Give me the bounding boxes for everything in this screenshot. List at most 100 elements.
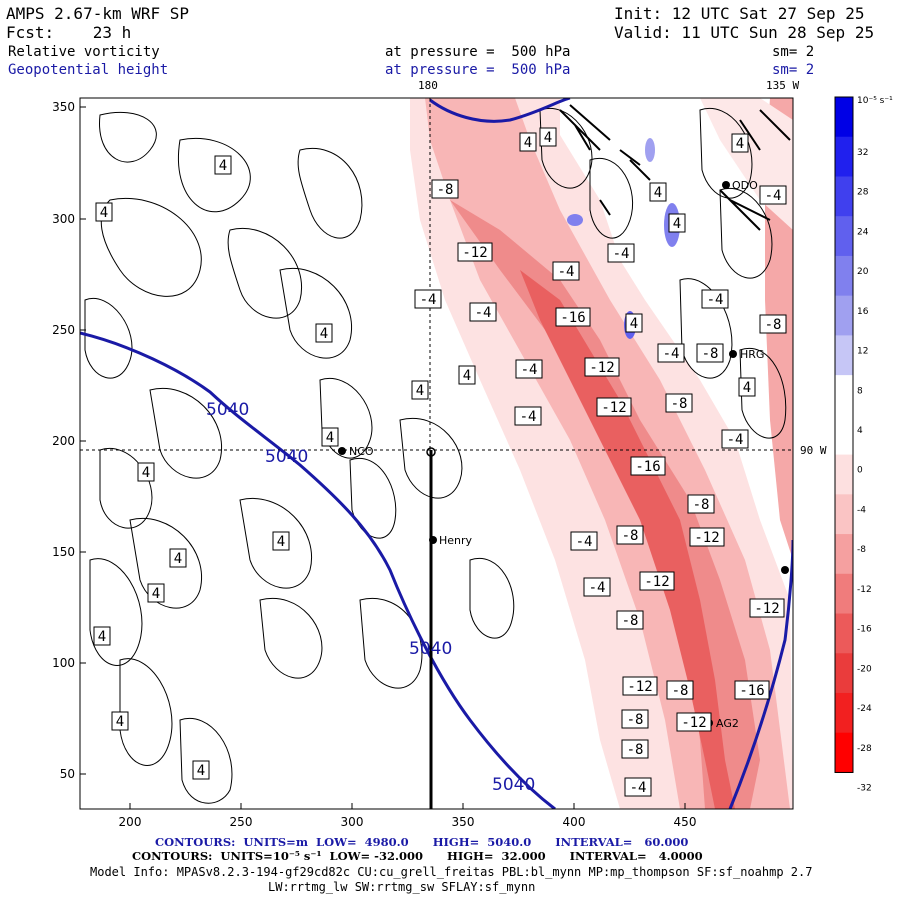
contour-label-box: 4 xyxy=(272,531,290,551)
svg-text:4: 4 xyxy=(463,368,471,384)
colorbar-segment xyxy=(835,653,853,694)
contour-label-box: -4 xyxy=(624,777,652,797)
contour-label-box: -4 xyxy=(514,406,542,426)
colorbar-label: 0 xyxy=(857,466,863,476)
contour-label-box: -16 xyxy=(555,307,591,327)
svg-text:4: 4 xyxy=(630,316,638,332)
contour-label-box: 4 xyxy=(321,427,339,447)
contour-label-box: -12 xyxy=(596,397,632,417)
contour-label-box: 4 xyxy=(458,365,476,385)
contour-label-box: -4 xyxy=(701,289,729,309)
colorbar-label: 12 xyxy=(857,347,868,357)
svg-text:-8: -8 xyxy=(627,712,644,728)
svg-text:4: 4 xyxy=(197,763,205,779)
colorbar-label: -12 xyxy=(857,585,872,595)
vorticity-labels: 4 4 4 4 4 4 4 4 4 4 4 4 4 4 4 4 4 4 4 4 … xyxy=(93,127,787,797)
colorbar-segment xyxy=(835,295,853,336)
svg-text:4: 4 xyxy=(219,158,227,174)
contour-label-box: -8 xyxy=(759,314,787,334)
vorticity-contour-info: CONTOURS: UNITS=10⁻⁵ s⁻¹ LOW= -32.000 HI… xyxy=(132,849,703,863)
contour-label-box: -16 xyxy=(734,680,770,700)
colorbar-label: -24 xyxy=(857,704,872,714)
colorbar-label: -20 xyxy=(857,664,872,674)
svg-text:4: 4 xyxy=(174,551,182,567)
svg-text:-4: -4 xyxy=(576,534,593,550)
contour-label-box: 4 xyxy=(95,202,113,222)
contour-label-box: -12 xyxy=(639,571,675,591)
model-info: Model Info: MPASv8.2.3-194-gf29cd82c CU:… xyxy=(90,865,813,879)
colorbar-unit: 10⁻⁵ s⁻¹ xyxy=(857,96,893,106)
plot-frame xyxy=(79,97,794,810)
colorbar-label: 8 xyxy=(857,386,863,396)
x-tick-label: 250 xyxy=(230,815,253,829)
contour-label-box: 4 xyxy=(192,760,210,780)
contour-label-box: -4 xyxy=(414,289,442,309)
init-time: Init: 12 UTC Sat 27 Sep 25 xyxy=(614,4,865,23)
svg-text:-4: -4 xyxy=(765,188,782,204)
valid-time: Valid: 11 UTC Sun 28 Sep 25 xyxy=(614,23,875,42)
svg-text:-16: -16 xyxy=(560,310,585,326)
field1-level: at pressure = 500 hPa xyxy=(385,44,571,60)
svg-text:-12: -12 xyxy=(694,530,719,546)
contour-label-box: 4 xyxy=(147,583,165,603)
contour-label-box: 4 xyxy=(111,711,129,731)
field2-level: at pressure = 500 hPa xyxy=(385,62,571,78)
contour-label-box: -8 xyxy=(431,179,459,199)
y-tick-label: 50 xyxy=(60,767,75,781)
colorbar-label: -16 xyxy=(857,625,872,635)
colorbar-segment xyxy=(835,375,853,416)
height-label: 5040 xyxy=(265,447,308,467)
contour-label-box: 4 xyxy=(731,133,749,153)
contour-label-box: -4 xyxy=(515,359,543,379)
svg-text:-8: -8 xyxy=(672,683,689,699)
svg-text:-4: -4 xyxy=(663,346,680,362)
colorbar-segment xyxy=(835,494,853,535)
station-marker-henry xyxy=(429,536,437,544)
vorticity-band-core xyxy=(520,270,735,809)
geopotential-5040-east xyxy=(728,539,793,809)
height-label: 5040 xyxy=(206,400,249,420)
station-marker-hrg xyxy=(729,350,737,358)
vorticity-band-north xyxy=(560,98,793,230)
x-tick-label: 300 xyxy=(341,815,364,829)
contour-clusters xyxy=(559,104,791,231)
svg-text:4: 4 xyxy=(98,629,106,645)
contour-label-box: -8 xyxy=(616,525,644,545)
height-label: 5040 xyxy=(409,639,452,659)
svg-text:4: 4 xyxy=(524,135,532,151)
contour-label-box: -4 xyxy=(583,577,611,597)
svg-text:-16: -16 xyxy=(739,683,764,699)
colorbar-label: -4 xyxy=(857,505,866,515)
svg-text:-4: -4 xyxy=(613,246,630,262)
model-info-line2: LW:rrtmg_lw SW:rrtmg_sw SFLAY:sf_mynn xyxy=(268,880,536,894)
svg-text:4: 4 xyxy=(152,586,160,602)
forecast-hour: Fcst: 23 h xyxy=(6,23,132,42)
contour-label-box: -12 xyxy=(749,598,785,618)
colorbar-segment xyxy=(835,97,853,138)
colorbar-label: -32 xyxy=(857,784,872,794)
contour-label-box: 4 xyxy=(539,127,557,147)
svg-text:-8: -8 xyxy=(622,613,639,629)
svg-text:-4: -4 xyxy=(589,580,606,596)
y-tick-label: 350 xyxy=(52,100,75,114)
contour-label-box: 4 xyxy=(411,380,429,400)
south-pole-marker xyxy=(426,447,436,457)
contour-label-box: 4 xyxy=(214,155,232,175)
height-label: 5040 xyxy=(492,775,535,795)
contour-label-box: 4 xyxy=(668,213,686,233)
svg-text:-4: -4 xyxy=(707,292,724,308)
svg-text:-4: -4 xyxy=(420,292,437,308)
lon-90w-label: 90 W xyxy=(800,444,827,457)
positive-vorticity-patch xyxy=(645,138,655,162)
svg-text:4: 4 xyxy=(736,136,744,152)
svg-text:-4: -4 xyxy=(558,264,575,280)
contour-label-box: -12 xyxy=(676,712,712,732)
vorticity-band-inner2 xyxy=(450,200,760,809)
colorbar-label: -28 xyxy=(857,744,872,754)
svg-text:-12: -12 xyxy=(627,679,652,695)
colorbar-segment xyxy=(835,732,853,773)
colorbar: 10⁻⁵ s⁻¹ 32 28 24 20 16 12 8 4 0 -4 -8 -12 -16 -20 -24 -… xyxy=(834,96,893,794)
colorbar-label: 4 xyxy=(857,426,863,436)
contour-label-box: 4 xyxy=(625,313,643,333)
